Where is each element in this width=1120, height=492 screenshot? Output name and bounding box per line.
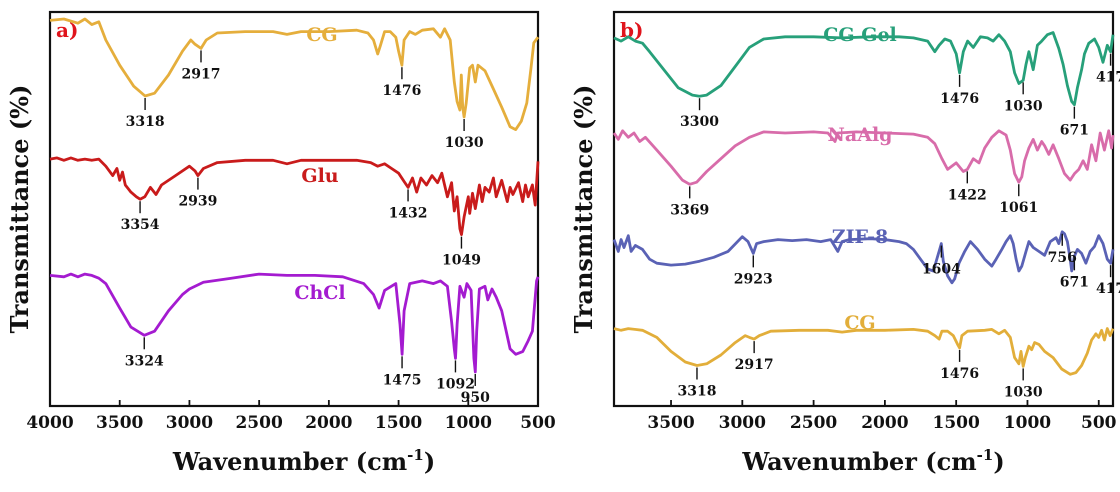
series-line [49,17,540,131]
x-tick-label: 1000 [445,413,492,433]
x-axis-title-main: Wavenumber (cm [172,447,407,476]
peak-label: 2939 [178,194,217,210]
peak-label: 2917 [182,66,221,82]
peak-label: 1476 [382,83,421,99]
x-tick-label: 3500 [647,413,694,433]
peak-label: 3300 [680,114,719,130]
peak-label: 1092 [436,376,475,392]
x-tick-label: 4000 [26,413,73,433]
peak-label: 3354 [121,217,160,233]
peak-label: 1422 [948,187,987,203]
peak-label: 417 [1096,281,1120,297]
x-tick-label: 2500 [235,413,282,433]
y-axis-title: Transmittance (%) [569,85,598,334]
peak-label: 1476 [940,366,979,382]
x-tick-label: 2500 [790,413,837,433]
peak-label: 756 [1048,250,1077,266]
peak-label: 417 [1096,70,1120,86]
peak-label: 1030 [1004,98,1043,114]
x-tick-label: 3500 [96,413,143,433]
series-naalg: NaAlg 3369 1422 1061 [612,124,1115,218]
peak-label: 3369 [670,202,709,218]
series-line [613,327,1115,376]
x-axis-title-main: Wavenumber (cm [741,447,976,476]
series-line [612,129,1115,186]
peak-label: 1049 [442,253,481,269]
panel-label: a) [56,18,78,42]
x-tick-label: 2000 [861,413,908,433]
series-label: CG [306,24,337,46]
series-cg: CG 3318 2917 1476 1030 [49,17,540,151]
peak-label: 671 [1060,123,1089,139]
x-axis-title-sup: -1 [977,446,994,464]
x-tick-label: 1500 [375,413,422,433]
panel-label: b) [620,18,643,42]
peak-label: 671 [1060,274,1089,290]
series-zif-8: ZIF-8 2923 1604 756 671 417 [612,226,1120,297]
plot-frame [48,10,540,408]
series-glu: Glu 3354 2939 1432 1049 [49,156,540,269]
peak-label: 950 [461,390,490,406]
x-tick-label: 3000 [166,413,213,433]
series-line [612,230,1115,285]
peak-label: 2917 [735,357,774,373]
peak-label: 3318 [677,384,716,400]
x-tick-label: 1000 [1004,413,1051,433]
x-tick-label: 1500 [933,413,980,433]
x-axis-title-sup: -1 [407,446,424,464]
peak-label: 1604 [922,262,961,278]
peak-label: 3324 [125,353,164,369]
x-tick-label: 500 [520,413,556,433]
panel-b: 3500 3000 2500 2000 1500 1000 500 Wavenumber (c… [569,10,1120,476]
series-line [49,156,540,236]
peak-label: 1030 [1004,384,1043,400]
peak-label: 3318 [126,114,165,130]
y-axis-title: Transmittance (%) [5,85,34,334]
x-tick-label: 3000 [719,413,766,433]
peak-label: 1475 [383,372,422,388]
series-label: ZIF-8 [832,226,889,248]
x-axis-title: Wavenumber (cm-1) [741,446,1004,476]
x-tick-label: 2000 [305,413,352,433]
series-cg-gel: CG Gel 3300 1476 1030 671 417 [613,24,1120,139]
peak-label: 1432 [389,205,428,221]
peak-label: 2923 [734,271,773,287]
x-axis-title-end: ) [424,447,435,476]
x-axis-title-end: ) [993,447,1004,476]
panel-a: 4000 3500 3000 2500 2000 1500 1000 500 Wavenumbe… [5,10,556,476]
x-axis-title: Wavenumber (cm-1) [172,446,435,476]
series-line [49,272,540,374]
peak-label: 1030 [445,135,484,151]
peak-label: 1061 [999,200,1038,216]
series-label: ChCl [294,282,345,304]
series-line [613,31,1115,107]
series-cg: CG 3318 2917 1476 1030 [613,312,1115,400]
series-label: NaAlg [828,124,893,146]
x-tick-label: 500 [1081,413,1117,433]
series-label: CG Gel [823,24,897,46]
series-label: Glu [301,165,338,187]
plot-frame [612,10,1115,408]
peak-label: 1476 [940,91,979,107]
series-label: CG [844,312,875,334]
